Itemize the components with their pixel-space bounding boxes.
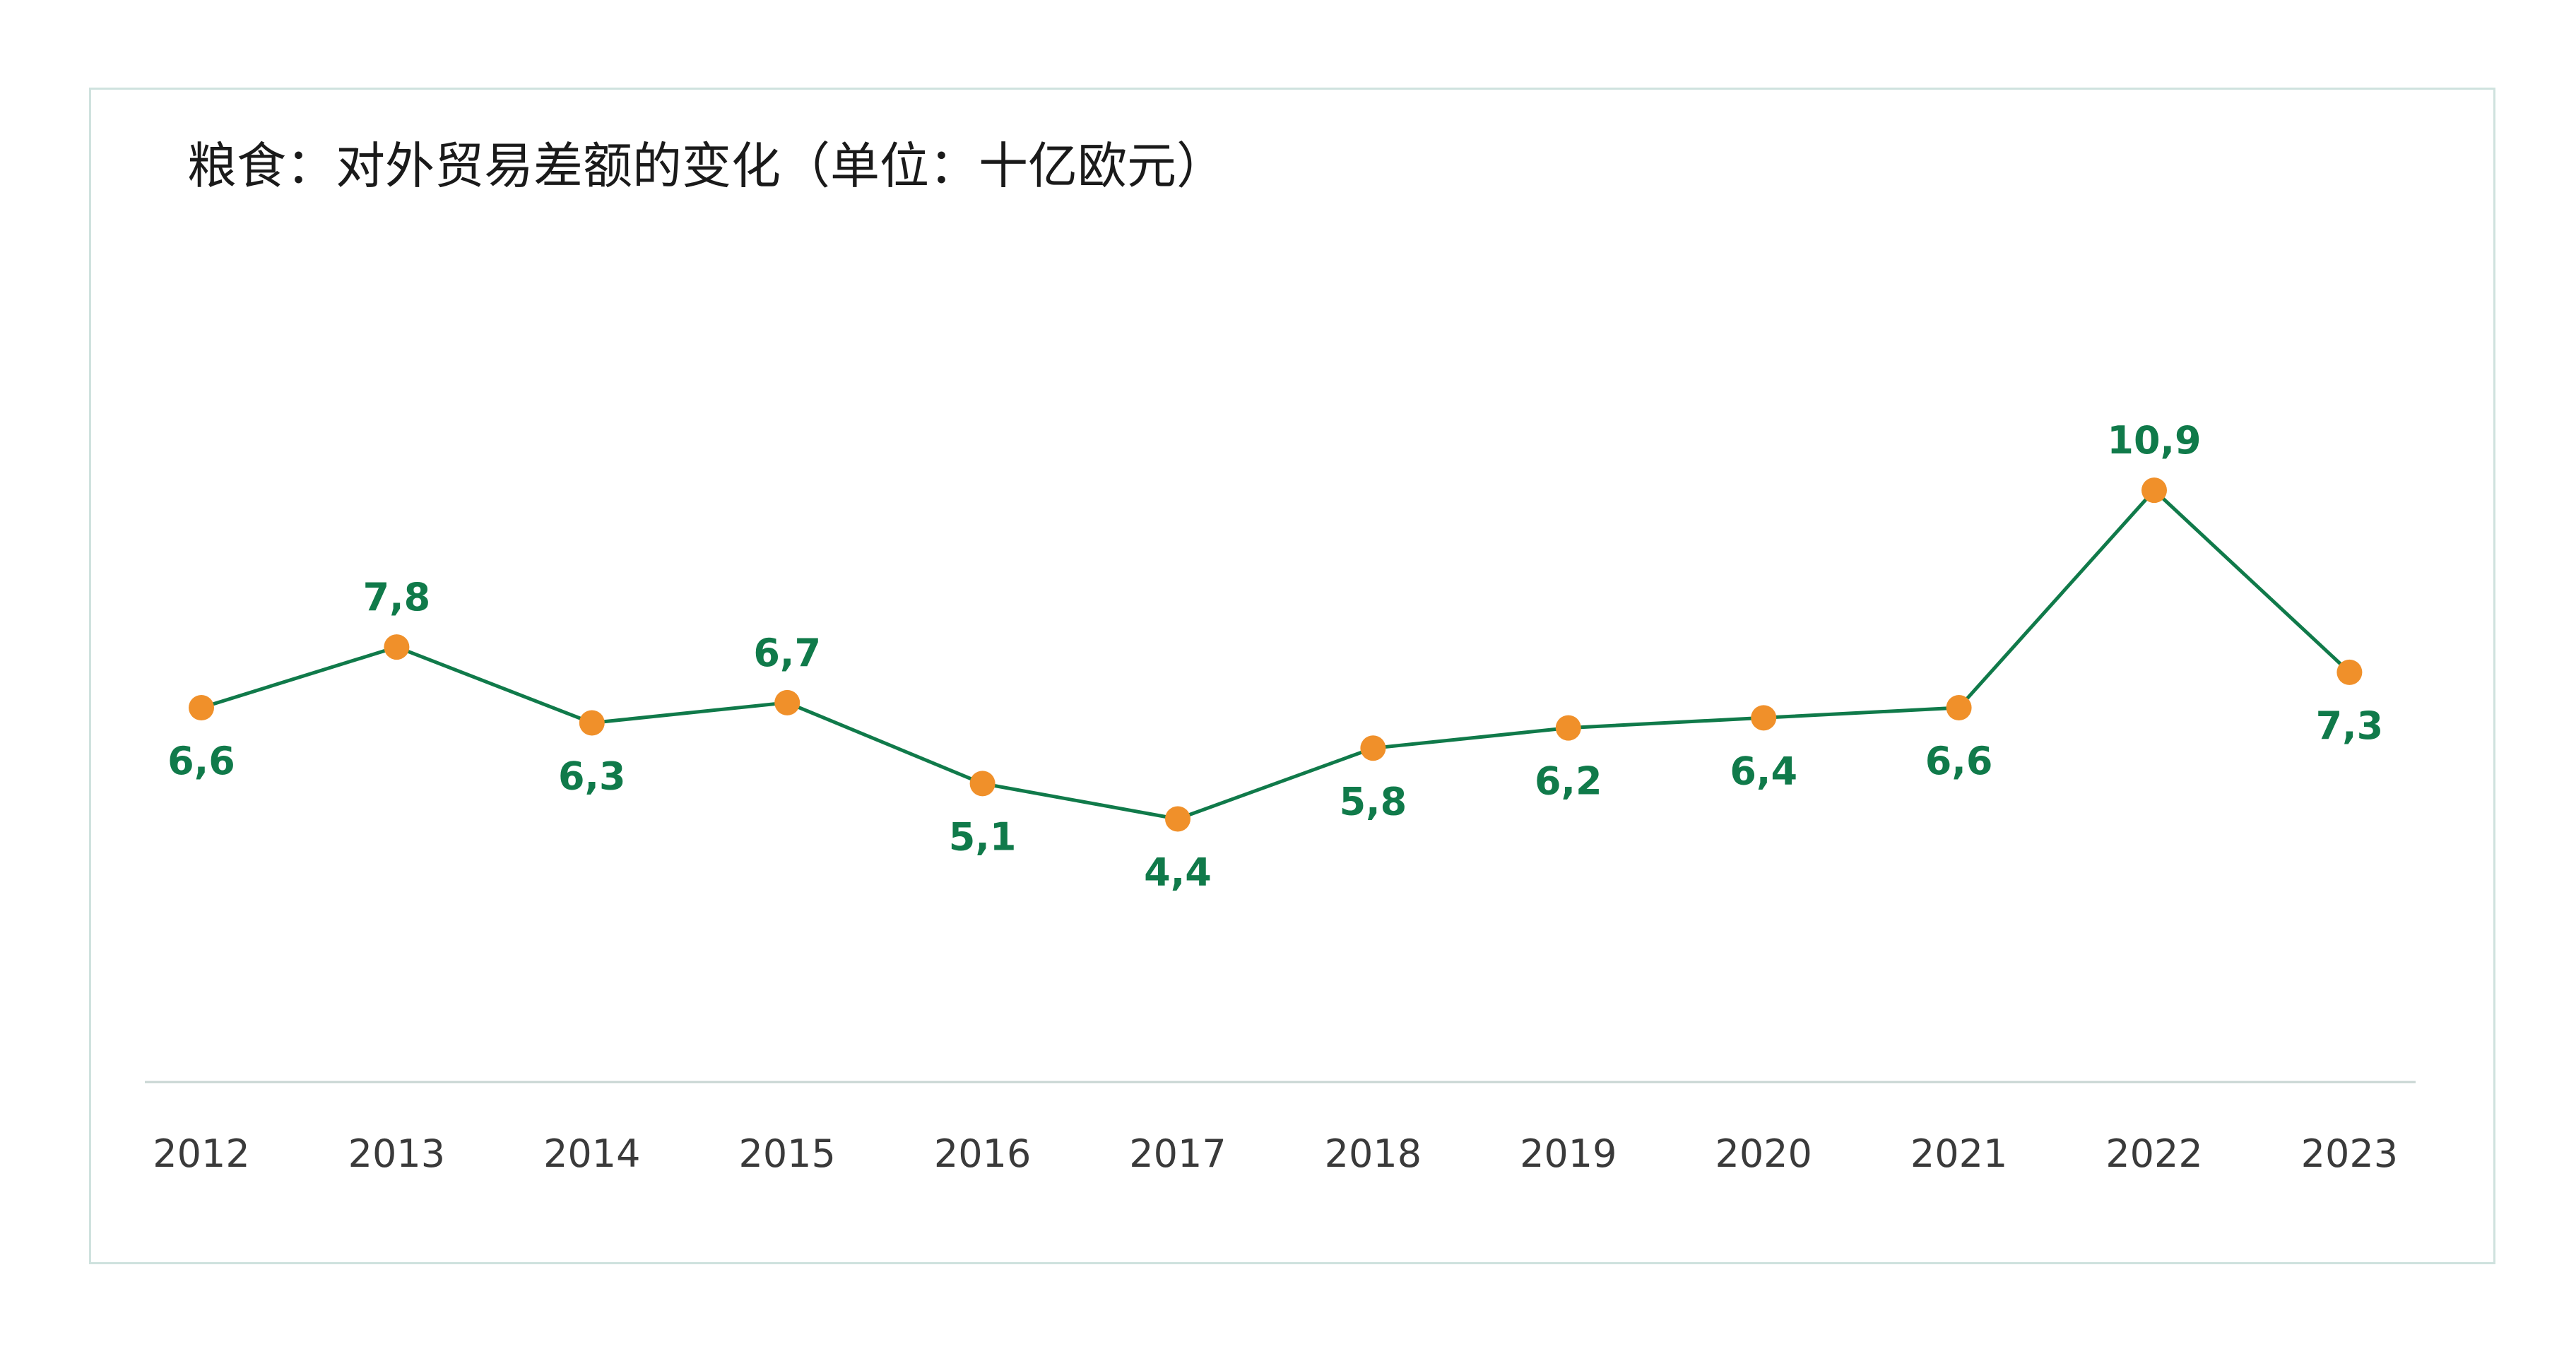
- x-tick-label: 2012: [153, 1131, 249, 1176]
- data-point-layer: [189, 477, 2363, 832]
- data-point: [2336, 659, 2363, 685]
- chart-title: 粮食：对外贸易差额的变化（单位：十亿欧元）: [187, 137, 1226, 195]
- data-label: 5,1: [949, 814, 1017, 859]
- x-tick-label: 2023: [2301, 1131, 2398, 1176]
- line-chart: 6,6 7,8 6,3 6,7 5,1 4,4 5,8 6,2 6,4 6,6 10,9 7,3 20…: [145, 418, 2416, 1176]
- data-point: [1946, 695, 1972, 720]
- series-line-layer: [199, 488, 2351, 821]
- data-label: 7,3: [2316, 703, 2384, 748]
- data-point: [1751, 705, 1777, 731]
- x-tick-label: 2013: [348, 1131, 445, 1176]
- data-label: 6,6: [167, 739, 235, 783]
- data-label: 6,6: [1925, 739, 1993, 783]
- data-point: [579, 710, 605, 736]
- data-point: [2141, 477, 2167, 504]
- data-label: 6,4: [1730, 749, 1797, 793]
- data-label: 7,8: [363, 575, 431, 619]
- data-point: [384, 634, 410, 660]
- x-tick-label: 2016: [934, 1131, 1031, 1176]
- data-point: [1165, 806, 1190, 832]
- data-label: 10,9: [2107, 418, 2201, 463]
- x-tick-label: 2019: [1520, 1131, 1617, 1176]
- x-tick-label: 2017: [1129, 1131, 1226, 1176]
- data-point: [1360, 735, 1386, 761]
- chart-card: 粮食：对外贸易差额的变化（单位：十亿欧元） 6,6 7,8 6,3 6,7 5,1 4,4…: [89, 88, 2495, 1264]
- x-tick-label: 2014: [543, 1131, 640, 1176]
- data-label: 6,3: [558, 754, 626, 798]
- data-label: 6,7: [753, 631, 821, 675]
- x-tick-label: 2020: [1715, 1131, 1812, 1176]
- series-line: [199, 488, 2351, 821]
- data-label: 6,2: [1535, 759, 1602, 804]
- x-tick-label: 2015: [738, 1131, 835, 1176]
- x-tick-label: 2021: [1910, 1131, 2007, 1176]
- x-tick-label: 2018: [1325, 1131, 1422, 1176]
- data-point: [189, 695, 214, 720]
- x-tick-label: 2022: [2105, 1131, 2202, 1176]
- data-point: [969, 771, 995, 797]
- data-point: [1555, 715, 1581, 741]
- x-tick-label-layer: 2012 2013 2014 2015 2016 2017 2018 2019 2020 2021…: [153, 1131, 2398, 1176]
- data-label-layer: 6,6 7,8 6,3 6,7 5,1 4,4 5,8 6,2 6,4 6,6 10,9 7,3: [167, 418, 2383, 894]
- data-point: [774, 689, 800, 715]
- data-label: 4,4: [1144, 850, 1212, 895]
- data-label: 5,8: [1340, 779, 1407, 824]
